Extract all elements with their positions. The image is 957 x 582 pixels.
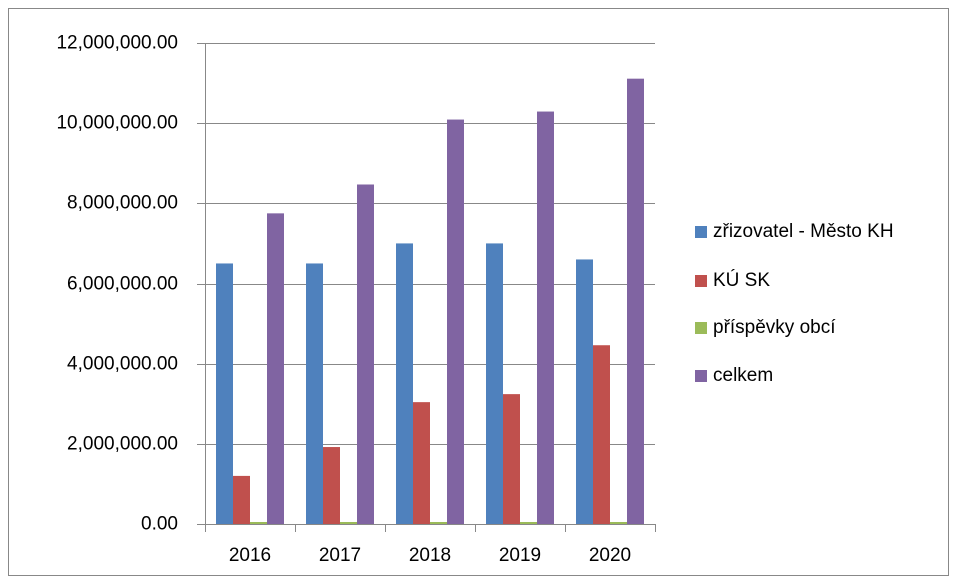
- legend-swatch: [695, 370, 707, 382]
- bar: [396, 243, 413, 524]
- bar: [537, 111, 554, 524]
- bar: [306, 263, 323, 524]
- legend-label: celkem: [713, 365, 773, 386]
- bar: [486, 243, 503, 524]
- y-tick-label: 4,000,000.00: [67, 354, 178, 375]
- x-tick-label: 2017: [319, 545, 361, 566]
- legend-label: KÚ SK: [713, 269, 770, 291]
- bar: [357, 184, 374, 524]
- bar: [216, 263, 233, 524]
- bar: [250, 521, 267, 524]
- x-tick-label: 2019: [499, 545, 541, 566]
- bar: [593, 345, 610, 524]
- bar: [503, 394, 520, 524]
- legend-label: příspěvky obcí: [713, 317, 836, 338]
- bar: [413, 402, 430, 524]
- y-tick-label: 12,000,000.00: [56, 33, 178, 54]
- y-tick-label: 0.00: [141, 514, 178, 535]
- x-tick-label: 2018: [409, 545, 451, 566]
- bar: [323, 447, 340, 524]
- bar: [627, 78, 644, 524]
- bar: [576, 259, 593, 524]
- legend-label: zřizovatel - Město KH: [713, 221, 894, 242]
- bar: [430, 521, 447, 524]
- bar: [340, 521, 357, 524]
- chart-border: [8, 8, 949, 576]
- y-tick-label: 8,000,000.00: [67, 193, 178, 214]
- bar: [267, 213, 284, 524]
- x-tick-label: 2016: [229, 545, 271, 566]
- x-tick-label: 2020: [589, 545, 631, 566]
- y-tick-label: 6,000,000.00: [67, 274, 178, 295]
- bar: [233, 475, 250, 524]
- legend-swatch: [695, 226, 707, 238]
- y-tick-label: 2,000,000.00: [67, 434, 178, 455]
- bar: [610, 521, 627, 524]
- legend-swatch: [695, 322, 707, 334]
- bar: [447, 119, 464, 524]
- y-tick-label: 10,000,000.00: [56, 113, 178, 134]
- bar: [520, 521, 537, 524]
- legend-swatch: [695, 275, 707, 287]
